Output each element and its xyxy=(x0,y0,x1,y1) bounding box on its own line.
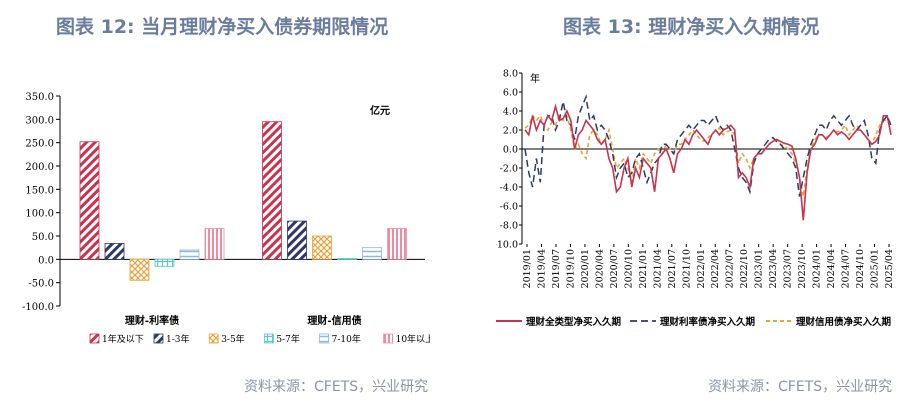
x-tick-label: 2019/07 xyxy=(551,249,562,288)
series-line xyxy=(524,114,892,197)
x-tick-label: 2025/04 xyxy=(884,249,895,288)
bar xyxy=(362,247,382,260)
x-tick-label: 2023/01 xyxy=(754,249,765,288)
legend-label: 理财利率债净买入久期 xyxy=(660,316,755,328)
bar-chart-title: 图表 12: 当月理财净买入债券期限情况 xyxy=(56,16,389,38)
x-tick-label: 2021/01 xyxy=(638,249,649,288)
y-tick-label: 300.0 xyxy=(25,115,54,126)
x-tick-label: 2023/07 xyxy=(783,249,794,288)
x-tick-label: 2020/10 xyxy=(623,249,634,288)
x-tick-label: 2019/01 xyxy=(522,249,533,288)
y-tick-label: 250.0 xyxy=(25,139,54,150)
legend-swatch xyxy=(89,333,100,344)
bar xyxy=(312,235,332,260)
legend-label: 10年以上 xyxy=(396,333,430,345)
y-tick-label: 2.0 xyxy=(503,126,518,137)
x-tick-label: 2024/04 xyxy=(826,249,837,288)
bar xyxy=(154,258,175,267)
legend-label: 5-7年 xyxy=(276,333,300,345)
x-category-label: 理财-利率债 xyxy=(125,314,179,327)
x-tick-label: 2022/07 xyxy=(725,249,736,288)
y-tick-label: -10.0 xyxy=(496,240,518,251)
x-tick-label: 2021/10 xyxy=(681,249,692,288)
unit-label: 亿元 xyxy=(370,104,390,117)
x-tick-label: 2024/10 xyxy=(855,249,866,288)
x-tick-label: 2024/07 xyxy=(841,249,852,288)
bar xyxy=(337,257,357,260)
x-tick-label: 2025/01 xyxy=(870,249,881,288)
y-tick-label: 0.0 xyxy=(38,255,54,266)
x-category-label: 理财-信用债 xyxy=(307,314,361,327)
legend-label: 1年及以下 xyxy=(102,333,144,345)
y-tick-label: -6.0 xyxy=(500,202,518,213)
bar xyxy=(204,228,225,260)
y-tick-label: -8.0 xyxy=(500,221,518,232)
y-tick-label: -50.0 xyxy=(28,279,54,290)
bar xyxy=(287,220,307,260)
legend-swatch xyxy=(383,333,394,344)
x-tick-label: 2022/10 xyxy=(739,249,750,288)
x-tick-label: 2019/04 xyxy=(536,249,547,288)
line-chart: -10.0 -8.0 -6.0 -4.0 -2.0 0.0 2.0 4.0 6.0 8.0 年 201… xyxy=(496,69,895,328)
x-tick-label: 2024/01 xyxy=(812,249,823,288)
y-tick-label: -2.0 xyxy=(500,164,518,175)
bar xyxy=(129,258,150,281)
y-tick-label: 350.0 xyxy=(25,92,54,103)
y-tick-label: 6.0 xyxy=(503,88,518,99)
y-tick-label: 0.0 xyxy=(503,145,518,156)
bar xyxy=(262,121,282,260)
y-tick-label: 200.0 xyxy=(25,162,54,173)
x-tick-label: 2020/07 xyxy=(609,249,620,288)
y-tick-label: 50.0 xyxy=(32,232,54,243)
legend-swatch xyxy=(263,333,274,344)
legend-swatch xyxy=(208,333,219,344)
legend-swatch xyxy=(319,333,330,344)
x-tick-label: 2023/04 xyxy=(768,249,779,288)
y-tick-label: 4.0 xyxy=(503,107,518,118)
line-chart-title: 图表 13: 理财净买入久期情况 xyxy=(563,16,820,38)
legend-label: 7-10年 xyxy=(332,333,361,345)
bar xyxy=(387,228,407,260)
bar-chart-source: 资料来源：CFETS，兴业研究 xyxy=(244,379,429,395)
legend-swatch xyxy=(153,333,164,344)
bar xyxy=(104,243,125,260)
x-tick-label: 2020/04 xyxy=(594,249,605,288)
x-tick-label: 2023/10 xyxy=(797,249,808,288)
series-line xyxy=(524,103,892,221)
x-tick-label: 2022/01 xyxy=(696,249,707,288)
y-tick-label: -4.0 xyxy=(500,183,518,194)
bar-chart: -100.0 -50.0 0.0 50.0 100.0 150.0 200.0 250.0 30… xyxy=(22,92,430,345)
line-chart-source: 资料来源：CFETS，兴业研究 xyxy=(708,379,893,395)
unit-label: 年 xyxy=(530,72,540,85)
x-tick-label: 2021/07 xyxy=(667,249,678,288)
x-tick-label: 2019/10 xyxy=(565,249,576,288)
legend-label: 1-3年 xyxy=(166,333,190,345)
x-tick-label: 2021/04 xyxy=(652,249,663,288)
y-tick-label: 8.0 xyxy=(503,69,518,80)
x-tick-label: 2022/04 xyxy=(710,249,721,288)
legend-label: 理财全类型净买入久期 xyxy=(526,316,621,328)
legend-label: 3-5年 xyxy=(221,333,245,345)
x-tick-label: 2020/01 xyxy=(580,249,591,288)
y-tick-label: -100.0 xyxy=(22,302,54,313)
y-tick-label: 150.0 xyxy=(25,185,54,196)
legend-label: 理财信用债净买入久期 xyxy=(796,316,891,328)
series-line xyxy=(524,94,892,197)
y-tick-label: 100.0 xyxy=(25,209,54,220)
bar xyxy=(79,141,100,260)
bar xyxy=(179,249,200,260)
